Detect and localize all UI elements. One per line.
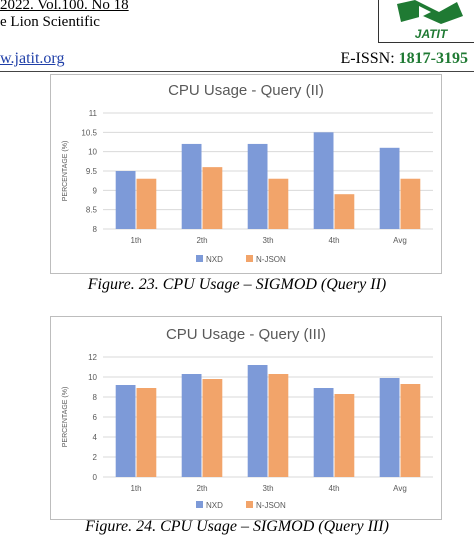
- x-tick-label: 1th: [130, 484, 141, 493]
- logo-text: JATIT: [415, 27, 449, 41]
- y-tick-label: 11: [89, 109, 98, 118]
- x-tick-label: 3th: [262, 484, 273, 493]
- x-tick-label: Avg: [393, 236, 407, 245]
- y-axis-label: PERCENTAGE (%): [62, 387, 69, 448]
- y-tick-label: 12: [88, 353, 97, 362]
- figure-23-caption: Figure. 23. CPU Usage – SIGMOD (Query II…: [87, 276, 387, 293]
- issn-value: 1817-3195: [398, 50, 468, 67]
- chart-query-ii-svg: CPU Usage - Query (II) 8 8.5 9 9.5 10 10.5 11 PE…: [62, 82, 433, 264]
- y-tick-label: 8.5: [86, 206, 98, 215]
- issn-label: E-ISSN:: [340, 50, 395, 67]
- publisher-line: e Lion Scientific: [0, 14, 100, 30]
- x-tick-label: 3th: [262, 236, 273, 245]
- chart-query-iii: CPU Usage - Query (III) 0 2 4 6 8 10 12 PERCENTA…: [50, 316, 442, 520]
- bar-nxd-3th: [247, 143, 268, 229]
- y-tick-label: 10.5: [81, 128, 97, 137]
- bar-nxd-3th: [247, 365, 268, 477]
- x-tick-label: Avg: [393, 484, 407, 493]
- y-tick-label: 10: [88, 148, 97, 157]
- y-tick-label: 0: [93, 473, 98, 482]
- jatit-logo: JATIT: [378, 0, 474, 43]
- issn: E-ISSN: 1817-3195: [340, 50, 468, 68]
- chart-query-iii-svg: CPU Usage - Query (III) 0 2 4 6 8 10 12 PERCENTA…: [62, 326, 433, 510]
- y-tick-label: 6: [93, 413, 98, 422]
- legend-label: N-JSON: [256, 501, 286, 510]
- y-tick-label: 8: [93, 393, 98, 402]
- y-tick-label: 10: [88, 373, 97, 382]
- x-tick-label: 4th: [328, 236, 339, 245]
- y-tick-label: 9.5: [86, 167, 98, 176]
- legend-swatch: [246, 501, 253, 508]
- bar-n-json-1th: [136, 178, 157, 229]
- chart-title: CPU Usage - Query (II): [168, 82, 324, 99]
- y-tick-label: 2: [93, 453, 98, 462]
- bar-n-json-2th: [202, 167, 223, 229]
- bar-nxd-4th: [313, 132, 334, 229]
- y-tick-label: 8: [93, 225, 98, 234]
- legend-swatch: [196, 255, 203, 262]
- bar-n-json-3th: [268, 178, 289, 229]
- figure-24-caption: Figure. 24. CPU Usage – SIGMOD (Query II…: [85, 518, 389, 535]
- bar-nxd-2th: [181, 374, 202, 477]
- header-divider: [0, 71, 474, 72]
- y-axis-label: PERCENTAGE (%): [62, 141, 69, 202]
- journal-url-link[interactable]: w.jatit.org: [0, 50, 65, 67]
- bar-nxd-4th: [313, 388, 334, 477]
- bar-n-json-1th: [136, 388, 157, 477]
- bar-n-json-4th: [334, 394, 355, 477]
- x-tick-label: 4th: [328, 484, 339, 493]
- journal-volume-line: 2022. Vol.100. No 18: [0, 0, 129, 13]
- bar-nxd-2th: [181, 143, 202, 229]
- chart-title: CPU Usage - Query (III): [166, 326, 326, 343]
- bar-n-json-2th: [202, 379, 223, 477]
- bar-n-json-3th: [268, 374, 289, 477]
- bar-nxd-avg: [379, 147, 400, 229]
- legend-swatch: [196, 501, 203, 508]
- bar-n-json-avg: [400, 384, 421, 477]
- bar-nxd-avg: [379, 378, 400, 477]
- x-tick-label: 1th: [130, 236, 141, 245]
- chart-query-ii: CPU Usage - Query (II) 8 8.5 9 9.5 10 10.5 11 PE…: [50, 74, 442, 274]
- legend-label: NXD: [206, 501, 223, 510]
- x-tick-label: 2th: [196, 236, 207, 245]
- y-tick-label: 9: [93, 186, 98, 195]
- legend-label: N-JSON: [256, 255, 286, 264]
- bar-nxd-1th: [115, 385, 136, 477]
- bar-n-json-4th: [334, 194, 355, 229]
- bar-n-json-avg: [400, 178, 421, 229]
- bar-nxd-1th: [115, 171, 136, 229]
- legend-label: NXD: [206, 255, 223, 264]
- jatit-logo-icon: JATIT: [397, 0, 463, 41]
- y-tick-label: 4: [93, 433, 98, 442]
- legend-swatch: [246, 255, 253, 262]
- x-tick-label: 2th: [196, 484, 207, 493]
